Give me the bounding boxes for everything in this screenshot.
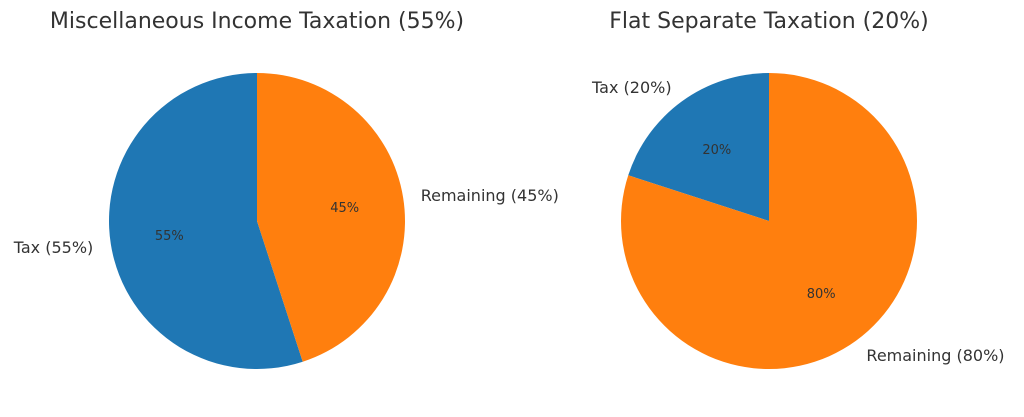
chart-title: Miscellaneous Income Taxation (55%) <box>50 9 464 34</box>
chart-title: Flat Separate Taxation (20%) <box>609 9 928 34</box>
slice-label: Remaining (80%) <box>866 346 1004 365</box>
slice-label: Remaining (45%) <box>421 186 559 205</box>
slice-label: Tax (20%) <box>591 78 672 97</box>
pie-slice <box>621 73 918 369</box>
pie-slice <box>628 73 769 221</box>
pie-chart-miscellaneous-income: Miscellaneous Income Taxation (55%) Tax … <box>13 9 559 369</box>
pie-slice <box>257 73 406 362</box>
slice-label: Tax (55%) <box>13 238 94 257</box>
slice-percent-label: 80% <box>807 287 836 302</box>
slice-percent-label: 45% <box>330 201 359 216</box>
slice-percent-label: 20% <box>702 143 731 158</box>
pie-chart-flat-separate: Flat Separate Taxation (20%) Tax (20%) 20… <box>591 9 1005 369</box>
slice-percent-label: 55% <box>155 229 184 244</box>
pie-slice <box>109 73 303 369</box>
